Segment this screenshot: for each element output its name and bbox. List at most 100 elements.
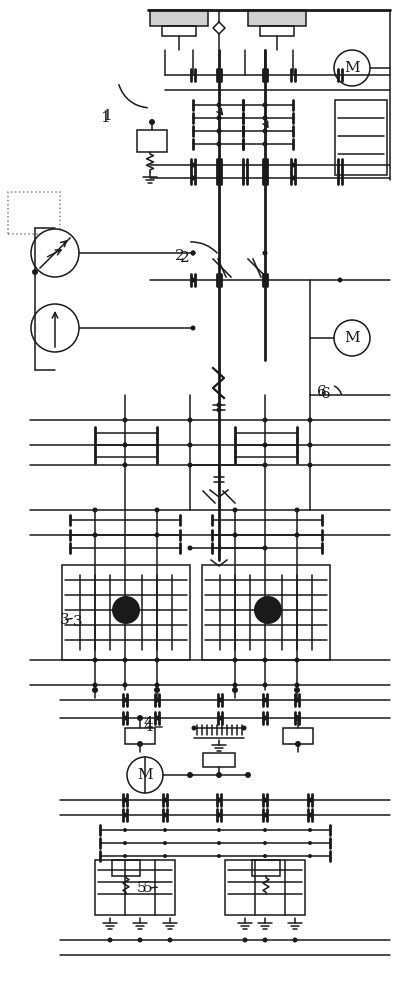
Circle shape [137,715,143,721]
Circle shape [253,596,281,624]
Circle shape [307,841,311,845]
Circle shape [262,682,267,688]
Circle shape [92,508,97,512]
Text: M: M [137,768,152,782]
Circle shape [31,304,79,352]
Circle shape [216,129,221,134]
Circle shape [262,937,267,942]
Circle shape [112,596,140,624]
Circle shape [232,532,237,538]
Circle shape [262,163,267,168]
Circle shape [262,442,267,448]
Circle shape [293,687,299,693]
Circle shape [216,408,221,412]
Circle shape [190,176,195,181]
Circle shape [262,854,266,858]
Circle shape [187,546,192,550]
Circle shape [122,442,127,448]
Bar [150,10,207,26]
Circle shape [162,841,166,845]
Text: 4: 4 [143,720,152,734]
Circle shape [217,715,222,720]
Circle shape [216,163,221,168]
Circle shape [333,320,369,356]
Bar [137,130,166,152]
Circle shape [294,658,299,662]
Circle shape [191,725,196,730]
Text: 6: 6 [320,387,330,401]
Circle shape [154,508,159,512]
Circle shape [294,698,299,702]
Text: 1: 1 [102,109,111,123]
Circle shape [292,937,297,942]
Circle shape [294,715,299,720]
Circle shape [107,937,112,942]
Circle shape [31,229,79,277]
Circle shape [122,658,127,662]
Circle shape [262,828,266,832]
Circle shape [154,715,159,720]
Circle shape [190,326,195,330]
Circle shape [216,103,221,108]
Circle shape [154,532,159,538]
Circle shape [162,828,166,832]
Circle shape [217,698,222,702]
Circle shape [262,462,267,468]
Circle shape [232,682,237,688]
Bar [225,860,304,915]
Circle shape [217,854,221,858]
Circle shape [262,797,267,802]
Bar [62,565,190,660]
Circle shape [231,687,237,693]
Circle shape [92,658,97,662]
Circle shape [262,129,267,134]
Bar [203,753,235,767]
Circle shape [216,812,221,817]
Bar [125,728,155,744]
Circle shape [244,772,250,778]
Text: 3: 3 [73,615,83,629]
Circle shape [217,841,221,845]
Circle shape [262,715,267,720]
Circle shape [154,687,160,693]
Bar [95,860,174,915]
Circle shape [262,812,267,817]
Bar [112,860,140,876]
Circle shape [216,116,221,121]
Circle shape [307,462,312,468]
Circle shape [333,50,369,86]
Circle shape [123,841,127,845]
Text: 4: 4 [143,716,152,730]
Circle shape [262,841,266,845]
Circle shape [307,828,311,832]
Circle shape [123,854,127,858]
Text: M: M [343,331,359,345]
Circle shape [186,772,192,778]
Circle shape [216,277,221,282]
Bar [8,192,60,234]
Circle shape [154,682,159,688]
Text: M: M [343,61,359,75]
Bar [162,26,196,36]
Circle shape [122,418,127,422]
Circle shape [294,508,299,512]
Bar [201,565,329,660]
Text: 1: 1 [100,111,109,125]
Circle shape [32,269,38,275]
Circle shape [232,658,237,662]
Circle shape [92,682,97,688]
Circle shape [215,772,221,778]
Circle shape [162,854,166,858]
Bar [282,728,312,744]
Circle shape [190,277,195,282]
Circle shape [216,797,221,802]
Circle shape [262,418,267,422]
Circle shape [262,116,267,121]
Circle shape [187,442,192,448]
Circle shape [290,176,295,181]
Circle shape [217,828,221,832]
Circle shape [154,698,159,702]
Circle shape [190,163,195,168]
Circle shape [137,937,142,942]
Text: 5: 5 [143,881,152,895]
